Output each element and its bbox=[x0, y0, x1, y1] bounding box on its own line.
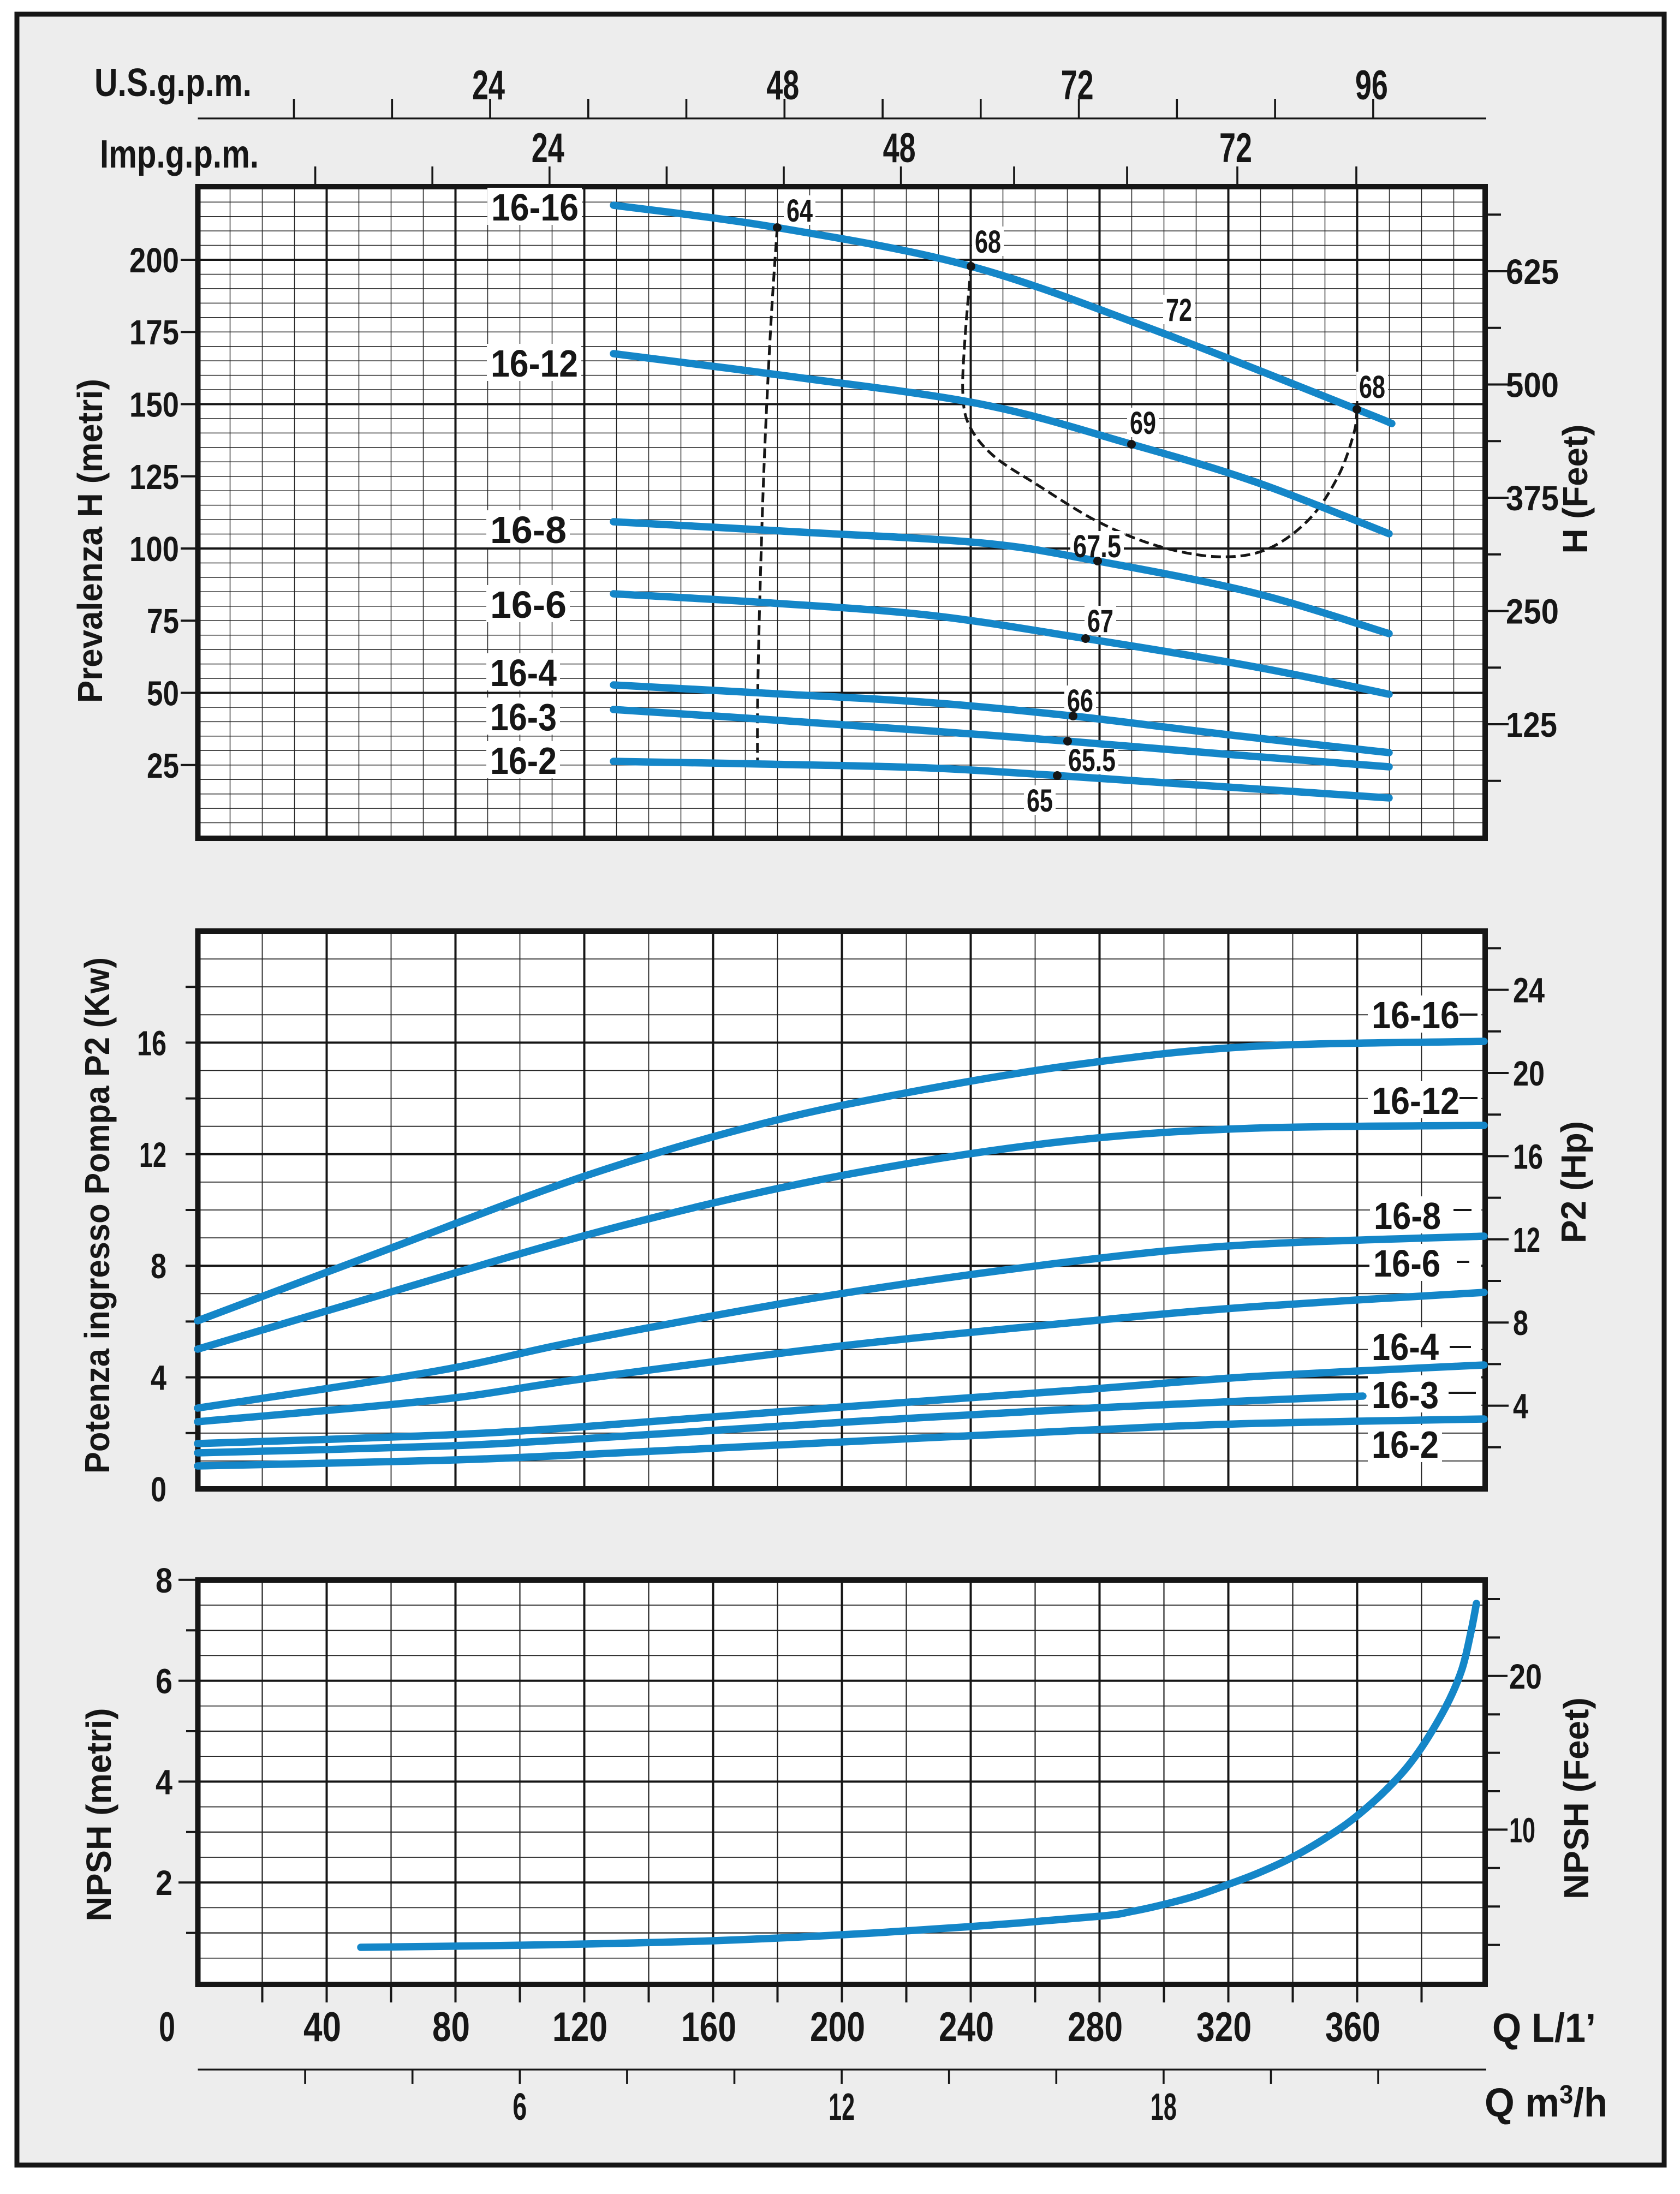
svg-text:72: 72 bbox=[1166, 293, 1192, 328]
svg-text:16-2: 16-2 bbox=[490, 740, 557, 782]
svg-text:H (Feet): H (Feet) bbox=[1556, 425, 1595, 554]
svg-text:16-8: 16-8 bbox=[1374, 1195, 1441, 1237]
svg-text:6: 6 bbox=[156, 1662, 172, 1701]
svg-text:360: 360 bbox=[1325, 2004, 1380, 2050]
svg-text:12: 12 bbox=[139, 1135, 166, 1174]
svg-text:25: 25 bbox=[147, 746, 179, 785]
svg-text:NPSH (metri): NPSH (metri) bbox=[79, 1708, 118, 1922]
svg-text:625: 625 bbox=[1506, 252, 1559, 291]
svg-text:40: 40 bbox=[303, 2004, 341, 2050]
svg-text:16: 16 bbox=[137, 1023, 166, 1063]
svg-text:96: 96 bbox=[1355, 62, 1388, 109]
svg-text:16-4: 16-4 bbox=[490, 652, 557, 694]
svg-text:67.5: 67.5 bbox=[1073, 529, 1121, 564]
svg-text:280: 280 bbox=[1068, 2004, 1123, 2050]
svg-text:P2 (Hp): P2 (Hp) bbox=[1554, 1121, 1593, 1243]
svg-text:8: 8 bbox=[156, 1561, 172, 1600]
svg-text:6: 6 bbox=[513, 2085, 527, 2128]
svg-text:8: 8 bbox=[151, 1247, 166, 1286]
svg-text:16-16: 16-16 bbox=[1372, 994, 1459, 1036]
svg-text:Prevalenza H (metri): Prevalenza H (metri) bbox=[70, 379, 110, 703]
svg-text:175: 175 bbox=[129, 313, 179, 352]
svg-text:65.5: 65.5 bbox=[1068, 743, 1116, 778]
svg-text:24: 24 bbox=[1513, 971, 1545, 1010]
svg-text:80: 80 bbox=[432, 2004, 470, 2050]
svg-text:16-6: 16-6 bbox=[490, 583, 567, 626]
svg-text:16-2: 16-2 bbox=[1372, 1423, 1439, 1466]
svg-text:100: 100 bbox=[129, 529, 179, 569]
svg-text:200: 200 bbox=[129, 241, 179, 280]
svg-text:75: 75 bbox=[147, 601, 179, 641]
svg-text:72: 72 bbox=[1061, 62, 1094, 109]
svg-text:68: 68 bbox=[1359, 369, 1385, 405]
svg-text:64: 64 bbox=[787, 193, 813, 229]
svg-text:NPSH (Feet): NPSH (Feet) bbox=[1557, 1697, 1596, 1899]
svg-text:12: 12 bbox=[1513, 1220, 1540, 1260]
svg-text:125: 125 bbox=[129, 457, 179, 497]
svg-text:250: 250 bbox=[1506, 592, 1559, 631]
svg-text:Imp.g.p.m.: Imp.g.p.m. bbox=[100, 133, 259, 176]
svg-text:69: 69 bbox=[1130, 406, 1156, 441]
svg-text:U.S.g.p.m.: U.S.g.p.m. bbox=[94, 61, 252, 105]
svg-text:Q L/1’: Q L/1’ bbox=[1492, 2005, 1596, 2050]
svg-text:16-3: 16-3 bbox=[490, 696, 557, 738]
svg-text:18: 18 bbox=[1151, 2085, 1177, 2128]
svg-text:4: 4 bbox=[156, 1762, 172, 1802]
svg-text:8: 8 bbox=[1513, 1303, 1528, 1343]
svg-text:16-8: 16-8 bbox=[490, 509, 567, 551]
svg-text:2: 2 bbox=[156, 1863, 172, 1903]
svg-text:24: 24 bbox=[472, 62, 505, 109]
svg-text:16-12: 16-12 bbox=[1372, 1080, 1459, 1122]
svg-text:0: 0 bbox=[159, 2004, 175, 2050]
svg-text:500: 500 bbox=[1506, 366, 1559, 405]
svg-text:20: 20 bbox=[1509, 1657, 1542, 1696]
svg-text:16-6: 16-6 bbox=[1373, 1242, 1440, 1285]
svg-text:240: 240 bbox=[939, 2004, 994, 2050]
svg-text:66: 66 bbox=[1067, 683, 1093, 719]
svg-text:50: 50 bbox=[147, 674, 179, 713]
svg-text:16: 16 bbox=[1513, 1137, 1543, 1176]
svg-text:120: 120 bbox=[552, 2004, 607, 2050]
svg-text:20: 20 bbox=[1513, 1054, 1545, 1093]
svg-text:65: 65 bbox=[1027, 783, 1053, 819]
svg-text:4: 4 bbox=[151, 1358, 166, 1398]
svg-text:320: 320 bbox=[1196, 2004, 1252, 2050]
svg-text:24: 24 bbox=[532, 125, 564, 171]
svg-text:4: 4 bbox=[1513, 1387, 1528, 1426]
svg-text:125: 125 bbox=[1506, 705, 1557, 744]
svg-text:16-12: 16-12 bbox=[491, 342, 578, 385]
svg-text:72: 72 bbox=[1219, 125, 1252, 171]
svg-text:Potenza ingresso Pompa P2 (Kw): Potenza ingresso Pompa P2 (Kw) bbox=[78, 957, 117, 1474]
svg-text:160: 160 bbox=[681, 2004, 736, 2050]
svg-text:10: 10 bbox=[1509, 1810, 1535, 1850]
svg-text:68: 68 bbox=[975, 224, 1001, 260]
svg-text:375: 375 bbox=[1506, 479, 1559, 518]
svg-text:67: 67 bbox=[1087, 604, 1113, 639]
svg-text:12: 12 bbox=[829, 2085, 855, 2128]
svg-text:48: 48 bbox=[766, 62, 799, 109]
svg-text:16-16: 16-16 bbox=[491, 186, 579, 229]
svg-text:48: 48 bbox=[883, 125, 916, 171]
svg-text:0: 0 bbox=[151, 1470, 166, 1509]
svg-text:150: 150 bbox=[129, 385, 179, 425]
svg-text:200: 200 bbox=[810, 2004, 865, 2050]
svg-text:16-3: 16-3 bbox=[1372, 1374, 1439, 1416]
svg-text:16-4: 16-4 bbox=[1372, 1326, 1439, 1368]
svg-text:Q m3/h: Q m3/h bbox=[1485, 2080, 1607, 2125]
